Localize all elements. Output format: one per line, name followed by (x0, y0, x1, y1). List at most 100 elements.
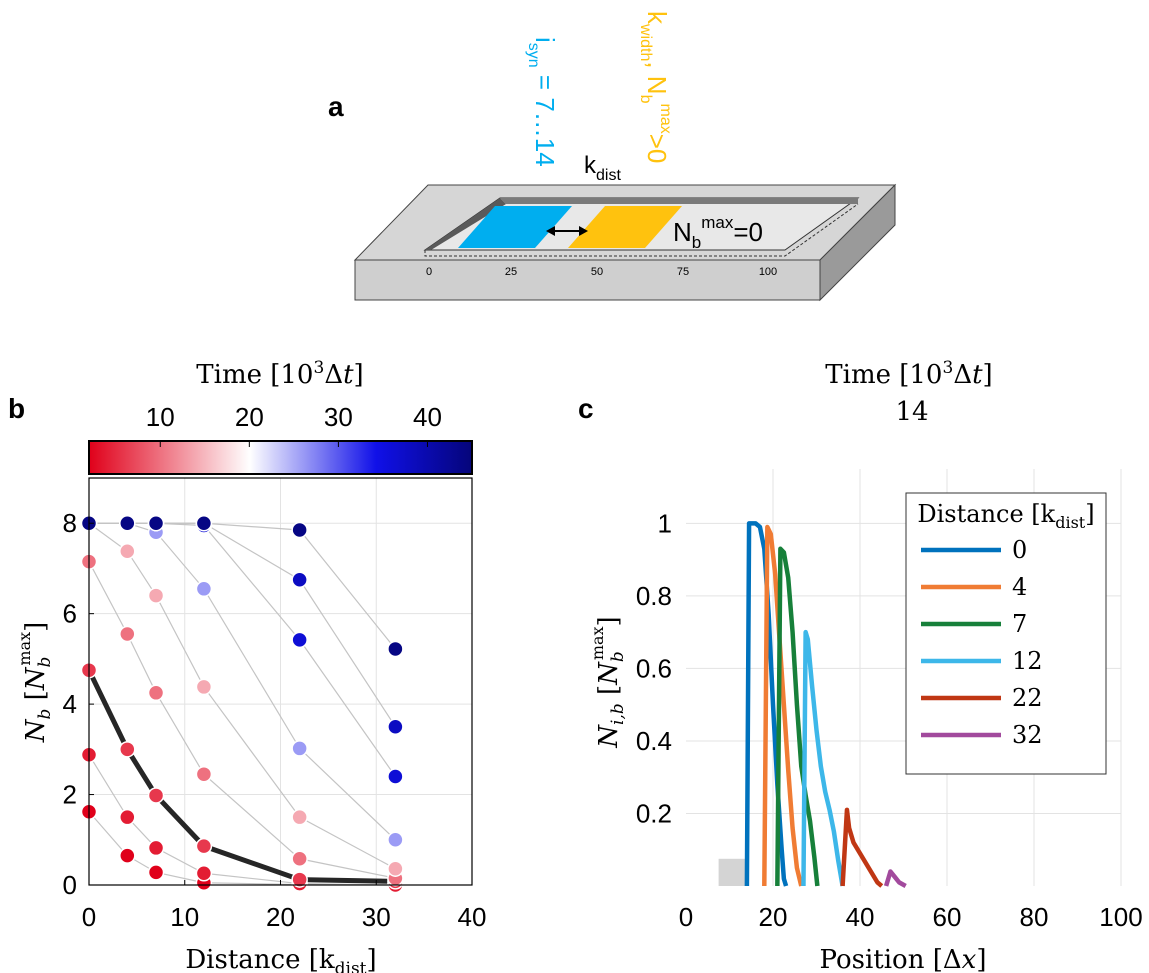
data-point (387, 831, 404, 849)
highlight-series-line (86, 669, 396, 884)
series-line-22 (840, 807, 884, 888)
scale-tick-label: 0 (426, 266, 432, 278)
panel-a: a 0 25 50 75 100 Nbmax=0 kdist isyn = 7…14 k… (328, 11, 897, 302)
panel-b-letter: b (8, 393, 25, 424)
y-tick-label: 1 (658, 508, 672, 538)
kdist-arrowhead-left (546, 226, 555, 236)
plot-c-shade (718, 858, 747, 886)
series-line-32 (883, 869, 907, 888)
data-point (119, 847, 136, 864)
y-tick-label: 0 (63, 870, 77, 900)
data-point (147, 864, 165, 881)
kdist-arrowhead-right (579, 226, 588, 236)
data-point (147, 514, 165, 532)
data-point (387, 718, 404, 735)
kdist-label: kdist (584, 152, 621, 184)
x-tick-label: 0 (679, 902, 693, 932)
plot-c-title: Time [103Δt] (825, 358, 992, 390)
data-point (195, 580, 213, 598)
data-point (195, 837, 213, 855)
plot-b-xlabel: Distance [kdist] (185, 945, 376, 973)
data-point (119, 514, 136, 532)
kwidth-label: kwidth, Nbmax>0 (637, 11, 674, 163)
x-tick-label: 40 (458, 902, 487, 932)
data-point (387, 640, 404, 658)
panel-a-letter: a (328, 91, 344, 122)
plot-c-xticks: 0 20 40 60 80 100 (679, 902, 1143, 932)
y-tick-label: 6 (63, 599, 77, 629)
channel-left-wall (425, 198, 506, 250)
x-tick-label: 80 (1020, 902, 1049, 932)
plot-b-points (80, 514, 404, 894)
x-tick-label: 20 (759, 902, 788, 932)
colorbar (88, 440, 473, 475)
data-point (291, 571, 308, 588)
y-tick-label: 4 (63, 689, 77, 719)
slab-scale: 0 25 50 75 100 (426, 266, 777, 278)
data-point (291, 631, 308, 649)
x-tick-label: 20 (266, 902, 295, 932)
y-tick-label: 0.6 (636, 653, 672, 683)
kwidth-band (568, 206, 682, 248)
data-point (291, 850, 308, 868)
plot-c-ylabel: Ni,b [Nbmax] (588, 616, 628, 748)
plot-c-time-value: 14 (895, 397, 928, 427)
data-point (119, 625, 136, 643)
y-tick-label: 8 (63, 508, 77, 538)
data-point (291, 521, 308, 539)
channel-dashed-edge (424, 203, 859, 257)
plot-b-xticks: 0 10 20 30 40 (82, 880, 487, 932)
plot-c-lines (744, 521, 907, 888)
series-line-12 (801, 629, 845, 887)
colorbar-tick-label: 40 (413, 402, 442, 432)
y-tick-label: 0.4 (636, 726, 672, 756)
data-point (195, 678, 213, 696)
scale-tick-label: 75 (677, 266, 689, 278)
slab-side-face (819, 183, 896, 302)
stimulus-region (718, 858, 747, 886)
plot-b-highlight-line (86, 669, 396, 884)
data-point (147, 684, 165, 702)
data-point (119, 741, 136, 758)
plot-b-yticks: 0 2 4 6 8 (63, 508, 94, 900)
plot-b-ylabel: Nb [Nbmax] (15, 622, 55, 744)
y-tick-label: 0.8 (636, 581, 672, 611)
legend-label: 32 (1012, 721, 1043, 749)
data-point (195, 765, 213, 783)
slab-front-face (354, 259, 821, 301)
time-series-connector (88, 561, 396, 879)
panel-b: b Time [103Δt] 10 20 30 40 0 10 20 30 40 02468 … (8, 358, 486, 973)
x-tick-label: 10 (170, 902, 199, 932)
synapse-band (458, 206, 572, 248)
x-tick-label: 60 (933, 902, 962, 932)
data-point (195, 514, 213, 532)
data-point (119, 543, 136, 560)
data-point (147, 787, 165, 804)
legend-label: 4 (1012, 573, 1027, 601)
plot-c-xlabel: Position [Δx] (820, 945, 987, 973)
data-point (195, 864, 213, 882)
y-tick-label: 2 (63, 780, 77, 810)
data-point (147, 587, 165, 604)
plot-c-yticks: 0.2 0.4 0.6 0.8 1 (636, 508, 672, 828)
time-series-connector (88, 754, 396, 886)
legend-label: 0 (1012, 536, 1027, 564)
scale-tick-label: 100 (759, 266, 777, 278)
x-tick-label: 40 (846, 902, 875, 932)
colorbar-tick-label: 30 (324, 402, 353, 432)
series-line-4 (762, 524, 804, 887)
colorbar-ticks: 10 20 30 40 (146, 402, 442, 447)
legend-label: 7 (1012, 610, 1027, 638)
colorbar-title: Time [103Δt] (196, 358, 363, 390)
plot-c-legend (905, 492, 1107, 775)
data-point (291, 740, 308, 757)
x-tick-label: 30 (362, 902, 391, 932)
channel-back-wall (500, 198, 858, 204)
x-tick-label: 0 (82, 902, 96, 932)
data-point (291, 808, 308, 826)
panel-c: c Time [103Δt] 14 0 20 40 60 80 100 0.20.40.6… (578, 358, 1143, 973)
plot-c-legend-entries: 0 4 7 12 22 32 (921, 536, 1043, 749)
data-point (147, 839, 165, 857)
legend-label: 22 (1012, 684, 1043, 712)
